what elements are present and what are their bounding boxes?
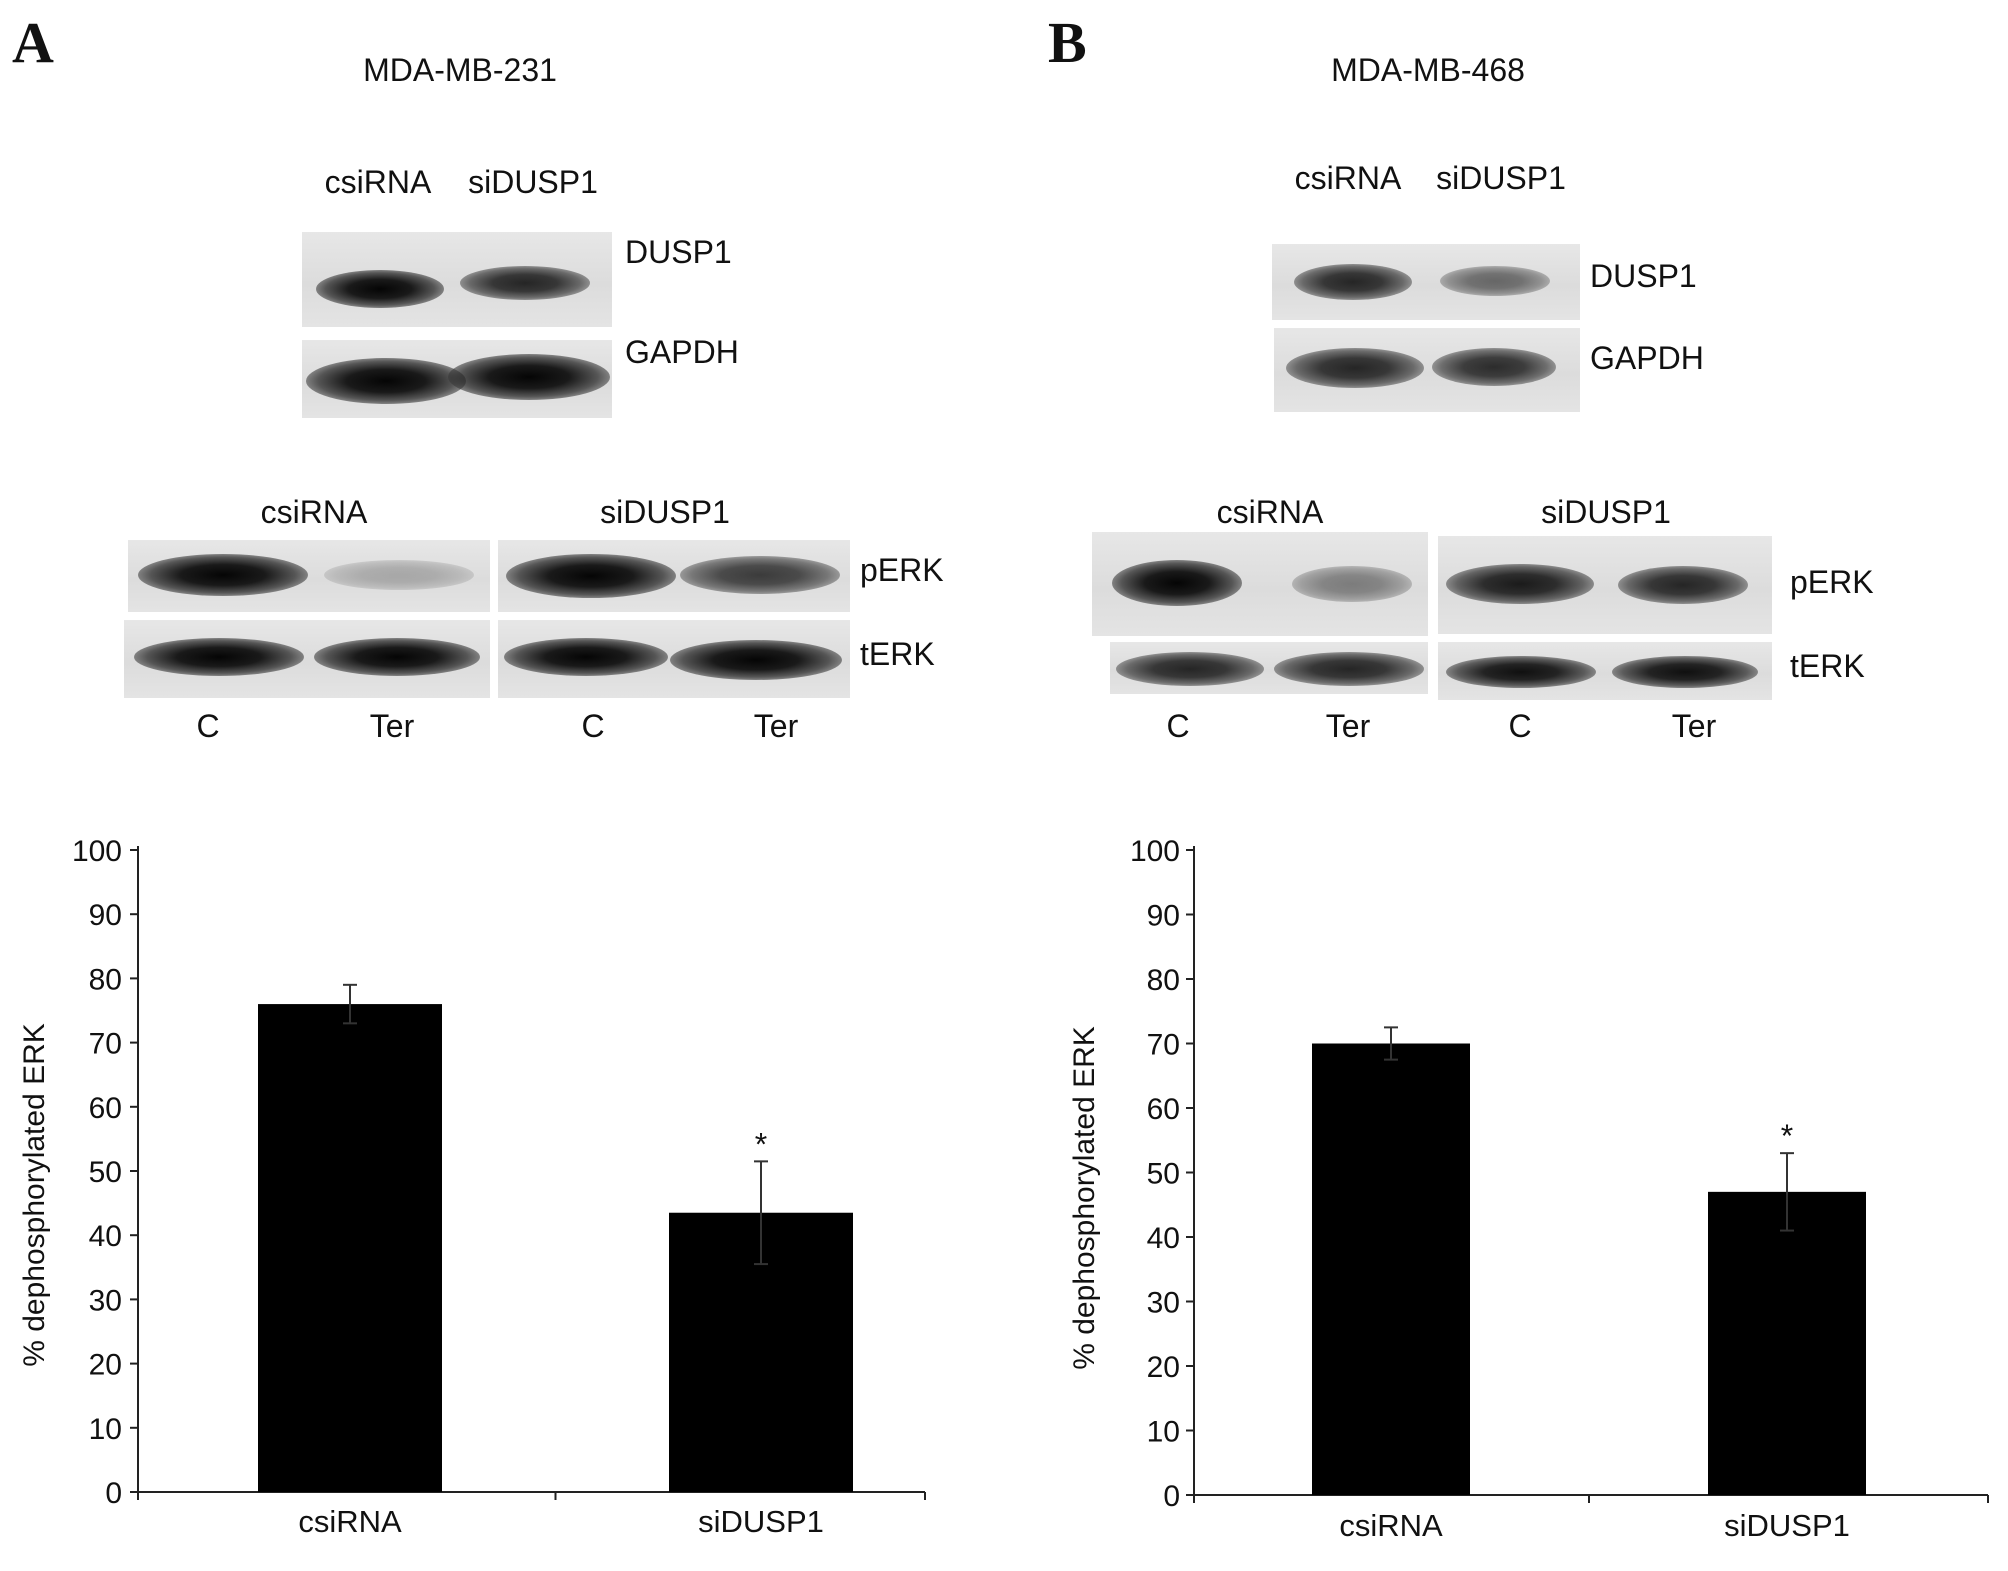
blot-a-dusp1-band-1 [316, 270, 444, 308]
chart-b-category-label-csiRNA: csiRNA [1339, 1508, 1443, 1543]
chart-b-ytick-label-0: 0 [1163, 1480, 1180, 1513]
blot-a-row-label-gapdh: GAPDH [625, 334, 739, 370]
chart-a-ytick-label-90: 90 [89, 899, 122, 932]
blot-b-lane-c-2: C [1508, 708, 1532, 744]
blot-a-terk-band-1 [134, 638, 304, 676]
blot-a-lane-c-2: C [581, 708, 605, 744]
blot-a-terk-band-2 [314, 638, 480, 676]
chart-b-category-label-siDUSP1: siDUSP1 [1724, 1508, 1850, 1543]
chart-a-bar-csiRNA [258, 1004, 442, 1492]
blot-b-gapdh-strip [1274, 328, 1580, 412]
blot-b-perk-band-4 [1618, 566, 1748, 604]
chart-a-ytick-label-60: 60 [89, 1092, 122, 1125]
blot-a-terk-strip-left [124, 620, 490, 698]
chart-a-ytick-label-100: 100 [72, 835, 122, 868]
blot-a-terk-band-3 [504, 638, 668, 676]
chart-a-ytick-label-20: 20 [89, 1349, 122, 1382]
blot-b-terk-strip-right [1438, 642, 1772, 700]
chart-b-ytick-label-80: 80 [1147, 964, 1180, 997]
chart-a-ytick-label-0: 0 [105, 1477, 122, 1510]
chart-a-ytick-label-30: 30 [89, 1284, 122, 1317]
blot-a-gapdh-strip [302, 340, 612, 418]
panel-b-cell-line-title: MDA-MB-468 [1331, 52, 1525, 88]
blot-b-terk-band-4 [1612, 656, 1758, 688]
chart-b-ytick-label-100: 100 [1130, 835, 1180, 868]
blot-b-perk-strip-left [1092, 532, 1428, 636]
blot-b-dusp1-band-1 [1294, 264, 1412, 300]
blot-b-perk-strip-right [1438, 536, 1772, 634]
blot-a-perk-strip-left [128, 540, 490, 612]
chart-a-ytick-label-10: 10 [89, 1413, 122, 1446]
blot-a-erk-group-label-2: siDUSP1 [600, 494, 730, 530]
chart-b-ytick-label-50: 50 [1147, 1158, 1180, 1191]
blot-a-dusp1-band-2 [460, 266, 590, 300]
blot-b-lane-label-1: csiRNA [1294, 160, 1402, 196]
panel-a-cell-line-title: MDA-MB-231 [363, 52, 557, 88]
blot-b-row-label-perk: pERK [1790, 564, 1874, 600]
blot-a-terk-band-4 [670, 640, 842, 680]
blot-b-row-label-dusp1: DUSP1 [1590, 258, 1697, 294]
blot-a-terk-strip-right [498, 620, 850, 698]
bar-chart-b: % dephosphorylated ERK 0 10 20 30 40 50 60 70 80… [1068, 835, 1989, 1543]
blot-a-perk-band-2 [324, 560, 474, 590]
chart-a-ytick-label-40: 40 [89, 1220, 122, 1253]
blot-b-erk-group-label-2: siDUSP1 [1541, 494, 1671, 530]
chart-b-bar-csiRNA [1312, 1043, 1470, 1495]
blot-b-dusp1-band-2 [1440, 266, 1550, 296]
panel-a-letter: A [12, 10, 54, 75]
chart-a-significance-siDUSP1: * [755, 1126, 767, 1162]
blot-b-lane-ter-1: Ter [1325, 708, 1371, 744]
blot-b-erk-group-label-1: csiRNA [1216, 494, 1324, 530]
chart-b-ytick-label-30: 30 [1147, 1287, 1180, 1320]
chart-a-category-label-csiRNA: csiRNA [298, 1504, 402, 1539]
blot-a-lane-label-2: siDUSP1 [468, 164, 598, 200]
chart-a-category-label-siDUSP1: siDUSP1 [698, 1504, 824, 1539]
blot-a-gapdh-band-1 [306, 358, 466, 404]
blot-a-row-label-dusp1: DUSP1 [625, 234, 732, 270]
blot-a-erk-group-label-1: csiRNA [260, 494, 368, 530]
chart-b-ytick-label-60: 60 [1147, 1093, 1180, 1126]
blot-a-perk-band-3 [506, 554, 676, 598]
blot-a-perk-strip-right [498, 540, 850, 612]
chart-b-ylabel: % dephosphorylated ERK [1068, 1026, 1101, 1370]
chart-b-significance-siDUSP1: * [1781, 1118, 1793, 1154]
chart-b-bar-siDUSP1 [1708, 1191, 1866, 1495]
blot-b-gapdh-band-1 [1286, 348, 1424, 388]
chart-a-ytick-label-80: 80 [89, 963, 122, 996]
blot-b-perk-band-1 [1112, 560, 1242, 606]
blot-a-dusp1-strip [302, 232, 612, 327]
blot-b-lane-label-2: siDUSP1 [1436, 160, 1566, 196]
chart-b-ytick-label-10: 10 [1147, 1416, 1180, 1449]
blot-b-row-label-gapdh: GAPDH [1590, 340, 1704, 376]
chart-b-ytick-label-90: 90 [1147, 900, 1180, 933]
chart-a-ylabel: % dephosphorylated ERK [18, 1023, 51, 1367]
blot-a-row-label-terk: tERK [860, 636, 935, 672]
blot-a-row-label-perk: pERK [860, 552, 944, 588]
chart-a-ytick-label-50: 50 [89, 1156, 122, 1189]
chart-b-ytick-label-20: 20 [1147, 1351, 1180, 1384]
blot-b-lane-ter-2: Ter [1671, 708, 1717, 744]
blot-b-dusp1-strip [1272, 244, 1580, 320]
blot-b-perk-band-2 [1292, 566, 1412, 602]
blot-a-lane-ter-1: Ter [369, 708, 415, 744]
blot-b-terk-band-1 [1116, 652, 1264, 686]
blot-b-gapdh-band-2 [1432, 348, 1556, 386]
blot-a-perk-band-4 [680, 556, 840, 594]
blot-b-perk-band-3 [1446, 564, 1594, 604]
blot-a-perk-band-1 [138, 554, 308, 596]
blot-b-terk-band-2 [1274, 652, 1424, 686]
chart-b-ytick-label-70: 70 [1147, 1029, 1180, 1062]
blot-a-lane-label-1: csiRNA [324, 164, 432, 200]
blot-a-lane-ter-2: Ter [753, 708, 799, 744]
panel-b-letter: B [1048, 10, 1087, 75]
chart-a-ytick-label-70: 70 [89, 1028, 122, 1061]
blot-b-terk-band-3 [1446, 656, 1596, 688]
blot-a-lane-c-1: C [196, 708, 220, 744]
blot-b-lane-c-1: C [1166, 708, 1190, 744]
blot-b-row-label-terk: tERK [1790, 648, 1865, 684]
blot-b-terk-strip-left [1110, 642, 1428, 694]
blot-a-gapdh-band-2 [448, 354, 610, 400]
chart-b-ytick-label-40: 40 [1147, 1222, 1180, 1255]
bar-chart-a: % dephosphorylated ERK 0 10 20 30 40 50 60 70 80… [18, 835, 926, 1539]
